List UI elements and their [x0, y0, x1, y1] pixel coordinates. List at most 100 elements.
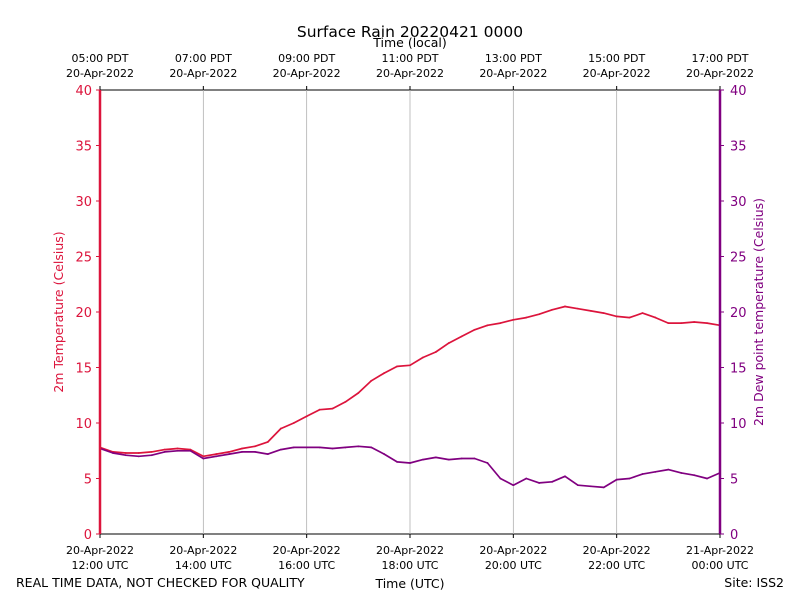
dewpoint-point	[137, 455, 140, 458]
temperature-point	[525, 316, 528, 319]
temperature-point	[370, 379, 373, 382]
x-tick-label-top-date: 20-Apr-2022	[273, 67, 341, 80]
temperature-point	[124, 452, 127, 454]
dewpoint-point	[396, 460, 398, 463]
temperature-point	[241, 447, 243, 450]
dewpoint-point	[577, 484, 579, 487]
temperature-point	[486, 324, 489, 327]
temperature-point	[254, 445, 256, 448]
temperature-point	[577, 307, 579, 310]
dewpoint-point	[150, 454, 153, 457]
dewpoint-point	[693, 474, 696, 477]
temperature-point	[499, 322, 502, 324]
site-label: Site: ISS2	[724, 575, 784, 590]
y-tick-label-right: 0	[730, 528, 738, 543]
temperature-point	[447, 342, 450, 344]
x-tick-label-top-time: 13:00 PDT	[485, 52, 542, 65]
temperature-point	[331, 407, 334, 410]
x-tick-label-top-date: 20-Apr-2022	[169, 67, 237, 80]
x-tick-label-bottom-time: 14:00 UTC	[175, 559, 232, 572]
dewpoint-point	[434, 456, 437, 459]
chart-title: Surface Rain 20220421 0000	[297, 23, 523, 41]
dewpoint-point	[331, 447, 334, 450]
y-tick-label-right: 20	[730, 306, 747, 321]
x-tick-label-top-time: 11:00 PDT	[381, 52, 438, 65]
x-tick-label-bottom-date: 20-Apr-2022	[583, 544, 651, 557]
temperature-point	[589, 309, 592, 312]
dewpoint-point	[318, 446, 321, 449]
x-tick-label-top-date: 20-Apr-2022	[376, 67, 444, 80]
temperature-point	[357, 392, 360, 394]
dewpoint-point	[447, 458, 450, 461]
temperature-point	[641, 312, 644, 315]
dewpoint-point	[473, 457, 476, 460]
temperature-point	[383, 372, 386, 374]
x-tick-label-bottom-date: 20-Apr-2022	[479, 544, 547, 557]
temperature-point	[137, 452, 140, 454]
top-axis-label: Time (local)	[372, 35, 446, 50]
dewpoint-point	[641, 473, 644, 475]
dewpoint-point	[215, 455, 218, 458]
temperature-point	[473, 328, 476, 331]
temperature-point	[693, 321, 696, 323]
temperature-point	[460, 335, 463, 338]
temperature-point	[434, 351, 437, 353]
dewpoint-point	[538, 482, 541, 484]
dewpoint-point	[512, 484, 515, 487]
x-tick-label-bottom-date: 20-Apr-2022	[169, 544, 237, 557]
dewpoint-point	[615, 478, 618, 481]
dewpoint-point	[292, 446, 295, 449]
dewpoint-point	[499, 477, 502, 480]
x-tick-label-bottom-time: 12:00 UTC	[71, 559, 128, 572]
y-tick-label-left: 35	[75, 140, 92, 155]
y-tick-label-left: 10	[75, 417, 92, 432]
dewpoint-point	[357, 445, 360, 448]
x-tick-label-top-date: 20-Apr-2022	[66, 67, 134, 80]
y-tick-label-left: 25	[75, 251, 92, 266]
y-tick-label-right: 15	[730, 362, 747, 377]
y-tick-label-left: 5	[84, 473, 92, 488]
y-tick-label-left: 20	[75, 306, 92, 321]
y-tick-label-right: 25	[730, 251, 747, 266]
x-tick-label-bottom-time: 18:00 UTC	[381, 559, 438, 572]
dewpoint-point	[305, 446, 308, 449]
dewpoint-point	[163, 450, 166, 453]
temperature-point	[396, 365, 398, 368]
temperature-point	[409, 364, 411, 367]
x-tick-label-top-date: 20-Apr-2022	[686, 67, 754, 80]
y-axis-label-right: 2m Dew point temperature (Celsius)	[751, 198, 766, 426]
temperature-point	[176, 447, 179, 450]
y-tick-label-right: 5	[730, 473, 738, 488]
temperature-point	[422, 356, 424, 359]
dewpoint-point	[383, 453, 386, 455]
dewpoint-point	[409, 462, 411, 464]
dewpoint-point	[667, 468, 670, 471]
temperature-point	[667, 322, 670, 324]
dewpoint-point	[228, 453, 231, 455]
temperature-point	[680, 322, 683, 324]
dewpoint-point	[370, 446, 373, 449]
dewpoint-point	[460, 457, 463, 460]
temperature-point	[628, 316, 631, 319]
y-tick-label-right: 40	[730, 84, 747, 99]
dewpoint-point	[551, 480, 553, 483]
dewpoint-point	[422, 458, 424, 461]
x-tick-label-top-time: 17:00 PDT	[691, 52, 748, 65]
x-tick-label-top-date: 20-Apr-2022	[479, 67, 547, 80]
temperature-point	[551, 308, 553, 311]
x-axis-label: Time (UTC)	[374, 576, 444, 591]
dewpoint-point	[189, 449, 192, 452]
dewpoint-point	[254, 450, 256, 453]
temperature-point	[202, 455, 205, 458]
temperature-point	[318, 408, 321, 411]
temperature-point	[564, 305, 566, 308]
x-tick-label-top-time: 05:00 PDT	[71, 52, 128, 65]
temperature-point	[305, 415, 308, 418]
dewpoint-point	[589, 485, 592, 488]
dewpoint-point	[628, 477, 631, 480]
dewpoint-point	[112, 452, 114, 454]
temperature-point	[292, 422, 295, 424]
dewpoint-point	[706, 477, 708, 480]
x-tick-label-bottom-time: 22:00 UTC	[588, 559, 645, 572]
